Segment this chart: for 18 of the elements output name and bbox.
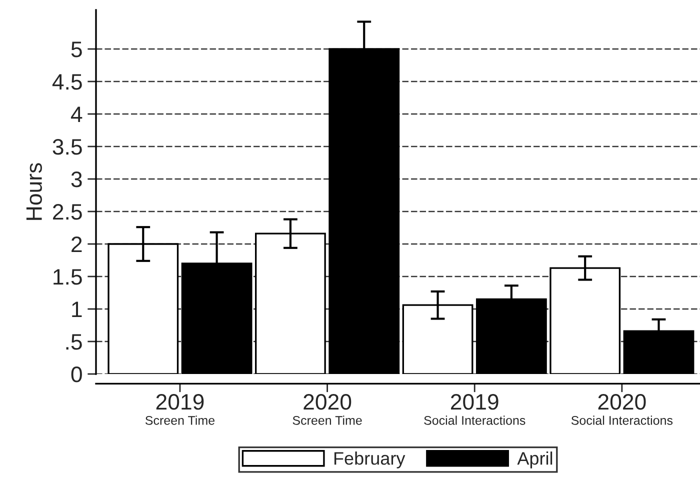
y-tick-label: 5 <box>71 42 82 58</box>
y-tick-label: 0 <box>71 366 82 382</box>
legend-label: February <box>334 452 406 468</box>
y-tick-label: 1 <box>72 302 82 318</box>
y-tick-label: 3 <box>71 172 82 188</box>
y-tick-label: 4 <box>70 106 82 122</box>
y-tick-label: 4.5 <box>52 74 82 90</box>
legend-label: April <box>517 452 552 468</box>
x-tick-label: 2019 Screen Time <box>145 394 214 425</box>
y-tick-label: 1.5 <box>54 269 82 285</box>
y-tick-label: 3.5 <box>52 139 82 155</box>
y-tick-label: .5 <box>66 334 82 350</box>
y-tick-label: 2.5 <box>53 204 82 220</box>
x-tick-label: 2020 Screen Time <box>292 394 362 425</box>
x-tick-label: 2019 Social Interactions <box>424 394 526 425</box>
y-tick-label: 2 <box>72 236 82 252</box>
x-tick-label: 2020 Social Interactions <box>571 394 673 425</box>
y-axis-title: Hours <box>26 163 42 220</box>
